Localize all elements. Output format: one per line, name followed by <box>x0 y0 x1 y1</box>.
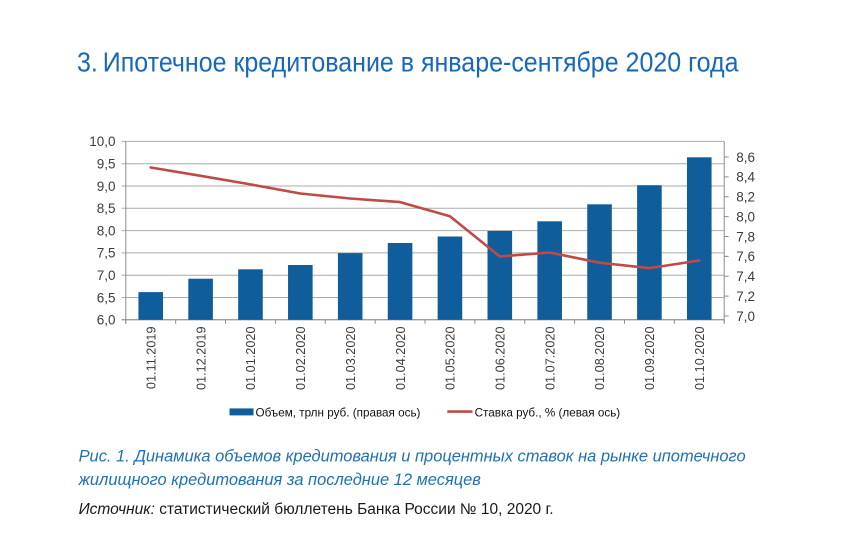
svg-text:7,0: 7,0 <box>97 268 116 283</box>
svg-text:01.04.2020: 01.04.2020 <box>394 327 408 391</box>
svg-text:01.09.2020: 01.09.2020 <box>643 327 657 391</box>
svg-text:Ставка руб., % (левая ось): Ставка руб., % (левая ось) <box>475 406 621 419</box>
svg-text:Рис. 1. Динамика объемов креди: Рис. 1. Динамика объемов кредитования и … <box>79 447 746 465</box>
svg-text:6,0: 6,0 <box>97 313 116 328</box>
svg-text:01.05.2020: 01.05.2020 <box>444 327 458 391</box>
svg-text:7,0: 7,0 <box>736 309 755 324</box>
svg-text:жилищного кредитования за посл: жилищного кредитования за последние 12 м… <box>78 471 482 489</box>
svg-text:Источник: статистический бюлле: Источник: статистический бюллетень Банка… <box>79 501 554 518</box>
svg-text:3. Ипотечное кредитование в ян: 3. Ипотечное кредитование в январе-сентя… <box>77 46 739 78</box>
svg-text:01.12.2019: 01.12.2019 <box>194 327 208 391</box>
svg-text:7,8: 7,8 <box>736 229 755 244</box>
svg-text:01.08.2020: 01.08.2020 <box>593 327 607 391</box>
svg-text:7,4: 7,4 <box>736 269 755 284</box>
svg-text:10,0: 10,0 <box>89 134 115 149</box>
svg-text:8,0: 8,0 <box>736 209 755 224</box>
svg-text:01.02.2020: 01.02.2020 <box>294 327 308 391</box>
svg-text:7,2: 7,2 <box>736 289 755 304</box>
svg-text:7,6: 7,6 <box>736 249 755 264</box>
svg-text:9,5: 9,5 <box>97 157 116 172</box>
svg-text:8,2: 8,2 <box>736 190 755 205</box>
svg-text:8,4: 8,4 <box>736 170 755 185</box>
svg-text:Объем, трлн руб. (правая ось): Объем, трлн руб. (правая ось) <box>256 406 421 419</box>
svg-text:01.10.2020: 01.10.2020 <box>693 327 707 391</box>
svg-text:8,6: 8,6 <box>736 150 755 165</box>
svg-text:8,5: 8,5 <box>97 201 116 216</box>
svg-text:7,5: 7,5 <box>97 246 116 261</box>
svg-text:01.01.2020: 01.01.2020 <box>244 327 258 391</box>
svg-text:01.06.2020: 01.06.2020 <box>494 327 508 391</box>
svg-text:8,0: 8,0 <box>97 223 116 238</box>
svg-text:9,0: 9,0 <box>97 179 116 194</box>
svg-text:01.11.2019: 01.11.2019 <box>144 327 158 390</box>
svg-text:01.07.2020: 01.07.2020 <box>543 327 557 391</box>
svg-text:6,5: 6,5 <box>97 290 116 305</box>
svg-text:01.03.2020: 01.03.2020 <box>344 327 358 391</box>
